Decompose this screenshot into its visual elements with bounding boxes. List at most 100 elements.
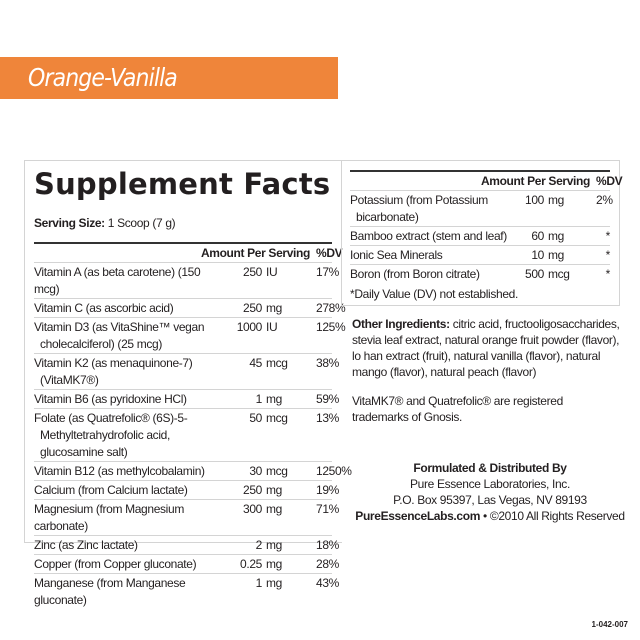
table-row: Ionic Sea Minerals 10 mg *: [350, 246, 610, 265]
nutrient-label-continued: cholecalciferol) (25 mcg): [40, 337, 162, 351]
distributor-heading: Formulated & Distributed By: [413, 461, 567, 475]
distributor-address: P.O. Box 95397, Las Vegas, NV 89193: [393, 493, 587, 507]
nutrient-name: Copper (from Copper gluconate): [34, 556, 224, 573]
nutrient-name: Boron (from Boron citrate): [350, 266, 510, 283]
serving-value: 1 Scoop (7 g): [107, 216, 176, 230]
distributor-name: Pure Essence Laboratories, Inc.: [410, 477, 570, 491]
unit: mg: [266, 301, 282, 315]
nutrient-label-continued: Methyltetrahydrofolic acid, glucosamine …: [40, 428, 170, 459]
nutrient-name: Vitamin K2 (as menaquinone-7) (VitaMK7®): [34, 355, 224, 389]
amount: 300: [243, 502, 262, 516]
table-row: Folate (as Quatrefolic® (6S)-5- Methyltet…: [34, 409, 339, 462]
website: PureEssenceLabs.com: [355, 509, 481, 523]
daily-value: 278%: [316, 301, 346, 315]
other-ingredients-label: Other Ingredients:: [352, 317, 450, 331]
table-row: Vitamin C (as ascorbic acid) 250 mg 278%: [34, 299, 346, 318]
daily-value: *: [605, 229, 611, 243]
daily-value: 2%: [596, 193, 613, 207]
flavor-banner: Orange-Vanilla: [0, 57, 338, 99]
amount: 10: [531, 248, 544, 262]
nutrient-name: Manganese (from Manganese gluconate): [34, 575, 224, 609]
nutrient-name: Ionic Sea Minerals: [350, 247, 510, 264]
nutrient-name: Calcium (from Calcium lactate): [34, 482, 224, 499]
unit: mg: [548, 193, 564, 207]
table-row: Copper (from Copper gluconate) 0.25 mg 28%: [34, 555, 339, 574]
nutrient-name: Vitamin C (as ascorbic acid): [34, 300, 224, 317]
distributor-info: Formulated & Distributed By Pure Essence…: [340, 460, 640, 524]
daily-value: *: [605, 267, 611, 281]
serving-label: Serving Size:: [34, 216, 105, 230]
unit: mg: [548, 248, 564, 262]
facts-table: Amount Per Serving %DV Vitamin A (as beta…: [34, 242, 352, 609]
daily-value: 71%: [316, 502, 339, 516]
table-row: Vitamin B12 (as methylcobalamin) 30 mcg 125…: [34, 462, 352, 481]
unit: IU: [266, 265, 278, 279]
nutrient-label: Boron (from Boron citrate): [350, 267, 480, 281]
unit: mg: [266, 576, 282, 590]
table-row: Magnesium (from Magnesium carbonate) 300 m…: [34, 500, 339, 536]
amount: 500: [525, 267, 544, 281]
dv-footnote: *Daily Value (DV) not established.: [350, 287, 518, 301]
amount: 60: [531, 229, 544, 243]
nutrient-name: Potassium (from Potassium bicarbonate): [350, 192, 510, 226]
nutrient-label: Vitamin C (as ascorbic acid): [34, 301, 174, 315]
daily-value: 59%: [316, 392, 339, 406]
facts-table-continued: Amount Per Serving %DV Potassium (from Po…: [350, 170, 623, 283]
nutrient-name: Vitamin A (as beta carotene) (150 mcg): [34, 264, 224, 298]
nutrient-name: Vitamin B6 (as pyridoxine HCl): [34, 391, 224, 408]
amount-header: Amount Per Serving: [200, 246, 310, 260]
nutrient-label: Vitamin D3 (as VitaShine™ vegan: [34, 320, 205, 334]
unit: mcg: [548, 267, 570, 281]
amount: 1: [255, 576, 263, 590]
table-row: Vitamin K2 (as menaquinone-7) (VitaMK7®) 4…: [34, 354, 339, 390]
table-row: Potassium (from Potassium bicarbonate) 100…: [350, 191, 613, 227]
table-row: Calcium (from Calcium lactate) 250 mg 19%: [34, 481, 339, 500]
table-row: Bamboo extract (stem and leaf) 60 mg *: [350, 227, 610, 246]
serving-size: Serving Size: 1 Scoop (7 g): [34, 216, 176, 230]
amount: 250: [243, 265, 262, 279]
daily-value: *: [605, 248, 611, 262]
nutrient-label: Vitamin B12 (as methylcobalamin): [34, 464, 205, 478]
nutrient-label: Ionic Sea Minerals: [350, 248, 443, 262]
nutrient-label: Zinc (as Zinc lactate): [34, 538, 138, 552]
daily-value: 1250%: [316, 464, 352, 478]
flavor-name: Orange-Vanilla: [28, 63, 178, 92]
amount: 100: [525, 193, 544, 207]
nutrient-label-continued: bicarbonate): [356, 210, 419, 224]
other-ingredients: Other Ingredients: citric acid, fructool…: [352, 316, 622, 380]
table-header: Amount Per Serving %DV: [34, 244, 343, 263]
daily-value: 13%: [316, 411, 339, 425]
nutrient-label: Bamboo extract (stem and leaf): [350, 229, 507, 243]
amount-header: Amount Per Serving: [480, 174, 590, 188]
nutrient-label: Vitamin K2 (as menaquinone-7): [34, 356, 193, 370]
amount: 1000: [236, 320, 263, 334]
nutrient-label: Vitamin B6 (as pyridoxine HCl): [34, 392, 187, 406]
table-header: Amount Per Serving %DV: [350, 172, 623, 191]
nutrient-label: Folate (as Quatrefolic® (6S)-5-: [34, 411, 188, 425]
amount: 30: [249, 464, 262, 478]
other-ingredients-text: citric acid, fructooligosaccharides, ste…: [352, 317, 620, 379]
unit: mg: [266, 538, 282, 552]
nutrient-name: Bamboo extract (stem and leaf): [350, 228, 510, 245]
nutrient-label: Vitamin A (as beta carotene) (150 mcg): [34, 265, 201, 296]
unit: mg: [266, 557, 282, 571]
daily-value: 125%: [316, 320, 346, 334]
unit: mcg: [266, 411, 288, 425]
table-row: Boron (from Boron citrate) 500 mcg *: [350, 265, 610, 283]
nutrient-label: Magnesium (from Magnesium carbonate): [34, 502, 184, 533]
unit: mg: [266, 483, 282, 497]
table-row: Vitamin D3 (as VitaShine™ vegan cholecalc…: [34, 318, 346, 354]
unit: mg: [548, 229, 564, 243]
trademark-notice: VitaMK7® and Quatrefolic® are registered…: [352, 394, 563, 424]
nutrient-name: Vitamin D3 (as VitaShine™ vegan cholecalc…: [34, 319, 224, 353]
nutrient-label: Manganese (from Manganese gluconate): [34, 576, 186, 607]
unit: mcg: [266, 356, 288, 370]
supplement-facts-panel: Supplement Facts Serving Size: 1 Scoop (…: [24, 160, 352, 607]
unit: IU: [266, 320, 278, 334]
amount: 0.25: [240, 557, 262, 571]
daily-value: 38%: [316, 356, 339, 370]
amount: 50: [249, 411, 262, 425]
amount: 250: [243, 301, 262, 315]
dv-header: %DV: [316, 246, 343, 260]
amount: 1: [255, 392, 263, 406]
